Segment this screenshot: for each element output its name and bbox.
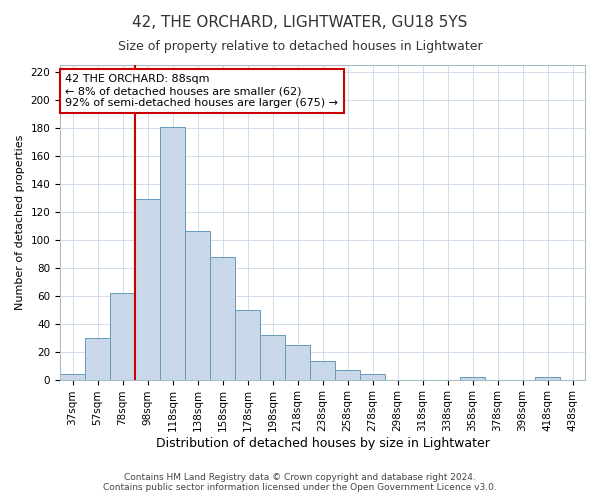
Bar [310,362,335,380]
Text: 42 THE ORCHARD: 88sqm
← 8% of detached houses are smaller (62)
92% of semi-detac: 42 THE ORCHARD: 88sqm ← 8% of detached h… [65,74,338,108]
Bar [535,377,560,380]
Text: Contains HM Land Registry data © Crown copyright and database right 2024.
Contai: Contains HM Land Registry data © Crown c… [103,473,497,492]
Bar [335,370,360,380]
Y-axis label: Number of detached properties: Number of detached properties [15,134,25,310]
Bar [360,374,385,380]
Text: Size of property relative to detached houses in Lightwater: Size of property relative to detached ho… [118,40,482,53]
Bar [235,310,260,380]
Bar [460,377,485,380]
Bar [160,126,185,380]
Bar [110,293,135,380]
Bar [85,338,110,380]
Bar [260,335,285,380]
X-axis label: Distribution of detached houses by size in Lightwater: Distribution of detached houses by size … [155,437,490,450]
Bar [285,344,310,380]
Bar [135,199,160,380]
Bar [210,256,235,380]
Bar [185,232,210,380]
Text: 42, THE ORCHARD, LIGHTWATER, GU18 5YS: 42, THE ORCHARD, LIGHTWATER, GU18 5YS [133,15,467,30]
Bar [60,374,85,380]
